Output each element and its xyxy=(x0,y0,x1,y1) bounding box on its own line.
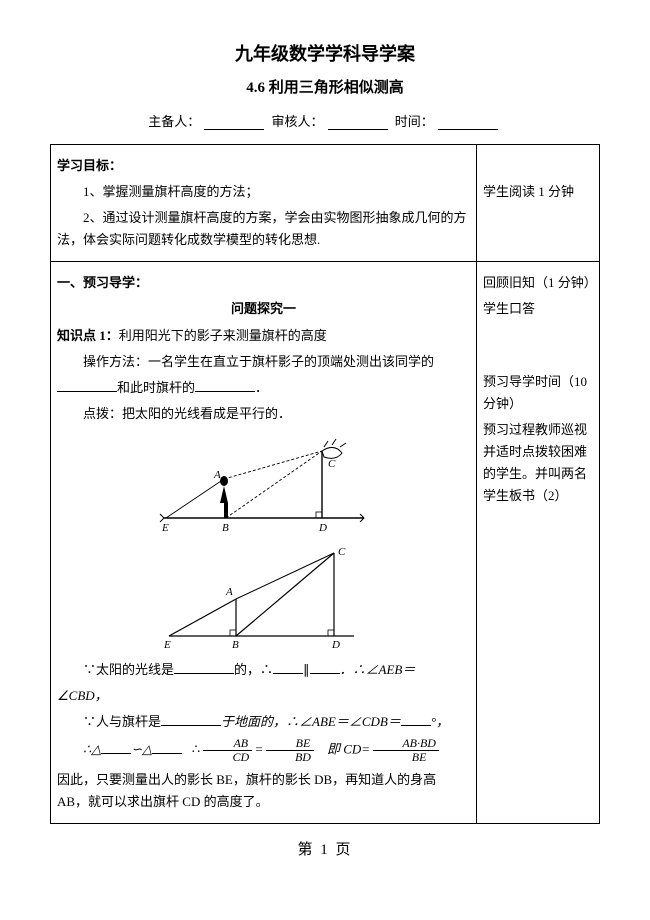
time-blank xyxy=(438,115,498,130)
svg-text:D: D xyxy=(318,522,327,533)
svg-text:B: B xyxy=(222,522,229,533)
t: ∵太阳的光线是 xyxy=(83,662,174,677)
t: ∵人与旗杆是 xyxy=(83,714,161,729)
table-row: 学习目标： 1、掌握测量旗杆高度的方法； 2、通过设计测量旗杆高度的方案，学会由… xyxy=(51,145,600,262)
side-note: 预习过程教师巡视并适时点拨较困难的学生。并叫两名学生板书（2） xyxy=(483,419,593,507)
fill-blank xyxy=(101,741,131,754)
worksheet-table: 学习目标： 1、掌握测量旗杆高度的方法； 2、通过设计测量旗杆高度的方案，学会由… xyxy=(50,144,600,824)
op2a: 和此时旗杆的 xyxy=(117,380,195,395)
t: ∴△ xyxy=(83,742,101,757)
objectives-heading: 学习目标： xyxy=(57,155,470,177)
svg-text:A: A xyxy=(225,586,233,598)
page-number: 第 1 页 xyxy=(50,838,600,859)
svg-text:E: E xyxy=(161,522,169,533)
svg-text:D: D xyxy=(331,639,340,651)
objectives-cell: 学习目标： 1、掌握测量旗杆高度的方法； 2、通过设计测量旗杆高度的方案，学会由… xyxy=(51,145,477,262)
knowledge-point: 知识点 1：利用阳光下的影子来测量旗杆的高度 xyxy=(57,325,470,347)
t: 即 CD= xyxy=(327,742,370,757)
time-label: 时间： xyxy=(395,114,434,129)
fill-blank xyxy=(152,741,182,754)
fraction: ABCD xyxy=(203,737,252,764)
signer-line: 主备人： 审核人： 时间： xyxy=(50,111,600,130)
similar-line: ∴△∽△ ∴ ABCD = BEBD 即 CD= AB·BDBE xyxy=(57,737,470,764)
t: 于地面的，∴∠ABE＝∠CDB＝ xyxy=(221,714,401,729)
kp-text: 利用阳光下的影子来测量旗杆的高度 xyxy=(119,328,327,343)
review-blank xyxy=(328,115,388,130)
prep-label: 主备人： xyxy=(148,114,200,129)
fill-blank xyxy=(174,661,234,674)
t: ．∴∠AEB＝ xyxy=(340,662,416,677)
shadow-diagram-1: E B D A C xyxy=(154,433,374,533)
fraction: BEBD xyxy=(266,737,314,764)
fill-blank xyxy=(57,379,117,392)
prep-blank xyxy=(204,115,264,130)
svg-text:A: A xyxy=(213,469,221,481)
fill-blank xyxy=(195,379,255,392)
content-cell: 一、预习导学： 问题探究一 知识点 1：利用阳光下的影子来测量旗杆的高度 操作方… xyxy=(51,262,477,823)
fill-blank xyxy=(401,713,431,726)
side-note: 学生口答 xyxy=(483,298,593,320)
objective-item: 2、通过设计测量旗杆高度的方案，学会由实物图形抽象成几何的方法，体会实际问题转化… xyxy=(57,207,470,251)
fill-blank xyxy=(310,661,340,674)
objective-item: 1、掌握测量旗杆高度的方法； xyxy=(57,181,470,203)
t: ∽△ xyxy=(131,742,152,757)
side-note-cell: 回顾旧知（1 分钟） 学生口答 预习导学时间（10分钟） 预习过程教师巡视并适时… xyxy=(477,262,600,823)
side-note: 预习导学时间（10分钟） xyxy=(483,371,593,415)
reason-line1: ∵太阳的光线是的，∴∥．∴∠AEB＝ xyxy=(57,659,470,681)
op2b: ． xyxy=(255,380,268,395)
page-subtitle: 4.6 利用三角形相似测高 xyxy=(50,76,600,97)
conclusion-line: 因此，只要测量出人的影长 BE，旗杆的影长 DB，再知道人的身高 AB，就可以求… xyxy=(57,769,470,813)
svg-text:E: E xyxy=(163,639,171,651)
reason-line1b: ∠CBD， xyxy=(57,685,470,707)
fraction: AB·BDBE xyxy=(373,737,439,764)
reason-line2: ∵人与旗杆是 于地面的，∴∠ABE＝∠CDB＝ °， xyxy=(57,711,470,733)
t: 的，∴ xyxy=(234,662,273,677)
svg-text:B: B xyxy=(232,639,239,651)
table-row: 一、预习导学： 问题探究一 知识点 1：利用阳光下的影子来测量旗杆的高度 操作方… xyxy=(51,262,600,823)
shadow-diagram-2: E B D A C xyxy=(154,541,374,651)
operation-line: 操作方法：一名学生在直立于旗杆影子的顶端处测出该同学的 xyxy=(57,351,470,373)
fill-blank xyxy=(273,661,303,674)
section-heading: 一、预习导学： xyxy=(57,272,470,294)
review-label: 审核人： xyxy=(271,114,323,129)
svg-text:C: C xyxy=(338,546,346,558)
kp-label: 知识点 1： xyxy=(57,328,119,343)
probe-heading: 问题探究一 xyxy=(57,298,470,320)
operation-line2: 和此时旗杆的 ． xyxy=(57,377,470,399)
t: °， xyxy=(431,714,449,729)
page-title: 九年级数学学科导学案 xyxy=(50,40,600,66)
fill-blank xyxy=(161,713,221,726)
side-note: 回顾旧知（1 分钟） xyxy=(483,272,593,294)
side-note: 学生阅读 1 分钟 xyxy=(483,181,593,203)
svg-text:C: C xyxy=(328,458,336,470)
side-note-cell: 学生阅读 1 分钟 xyxy=(477,145,600,262)
hint-line: 点拨：把太阳的光线看成是平行的． xyxy=(57,403,470,425)
